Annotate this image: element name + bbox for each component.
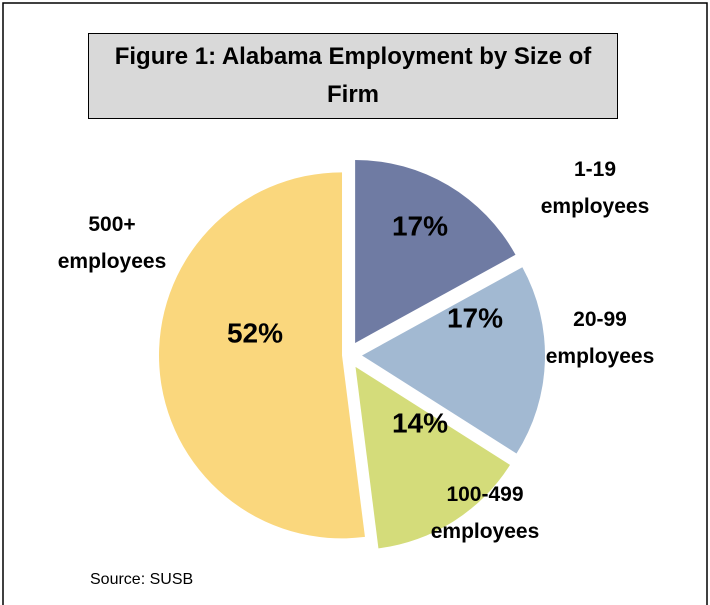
pie-slice (355, 366, 511, 549)
category-label: 500+ employees (58, 213, 167, 273)
pie-slice (355, 159, 516, 343)
chart-title: Figure 1: Alabama Employment by Size of … (88, 33, 618, 119)
category-label: 100-499 employees (431, 483, 540, 543)
pie-slice (361, 267, 545, 454)
value-label: 14% (392, 407, 448, 438)
value-label: 17% (447, 302, 503, 333)
source-note: Source: SUSB (90, 571, 193, 588)
category-label: 20-99 employees (546, 308, 655, 368)
value-label: 52% (227, 317, 283, 348)
pie-slice (159, 172, 365, 539)
value-label: 17% (392, 210, 448, 241)
category-label: 1-19 employees (541, 158, 650, 218)
